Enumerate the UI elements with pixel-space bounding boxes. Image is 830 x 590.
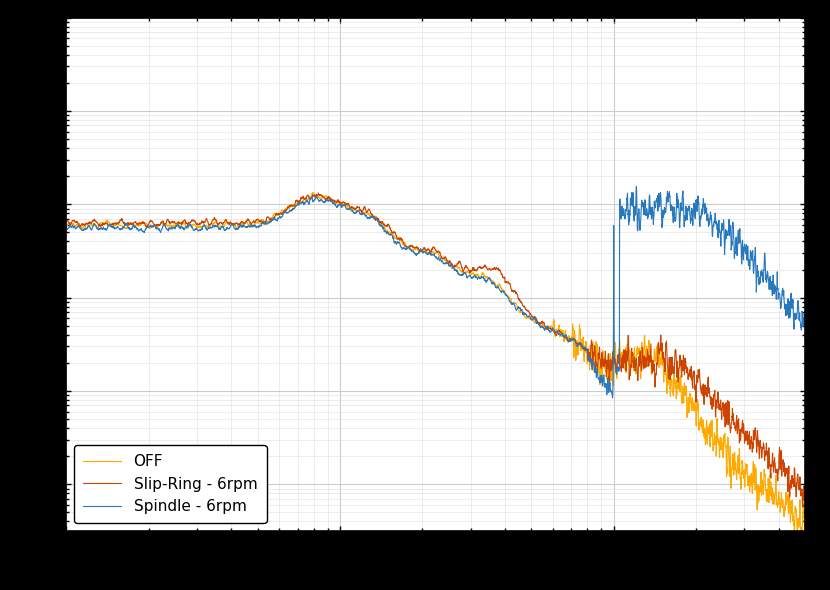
Slip-Ring - 6rpm	[798, 504, 808, 511]
OFF	[800, 513, 810, 520]
Spindle - 6rpm	[632, 183, 642, 190]
Spindle - 6rpm	[706, 215, 716, 222]
Spindle - 6rpm	[786, 290, 796, 297]
Spindle - 6rpm	[800, 323, 810, 330]
OFF	[377, 221, 387, 228]
OFF	[786, 508, 796, 515]
Spindle - 6rpm	[344, 205, 354, 212]
Slip-Ring - 6rpm	[345, 204, 355, 211]
Slip-Ring - 6rpm	[800, 483, 810, 490]
Spindle - 6rpm	[145, 222, 155, 229]
Slip-Ring - 6rpm	[377, 218, 387, 225]
Spindle - 6rpm	[189, 227, 199, 234]
Line: Slip-Ring - 6rpm: Slip-Ring - 6rpm	[66, 193, 805, 507]
Spindle - 6rpm	[608, 394, 618, 401]
Slip-Ring - 6rpm	[145, 217, 155, 224]
OFF	[308, 189, 318, 196]
Line: OFF: OFF	[66, 192, 805, 543]
OFF	[789, 540, 799, 547]
Slip-Ring - 6rpm	[61, 218, 71, 225]
OFF	[706, 433, 716, 440]
OFF	[145, 224, 155, 231]
Spindle - 6rpm	[61, 225, 71, 232]
Line: Spindle - 6rpm: Spindle - 6rpm	[66, 186, 805, 398]
OFF	[61, 222, 71, 229]
Slip-Ring - 6rpm	[314, 189, 324, 196]
OFF	[345, 205, 355, 212]
Slip-Ring - 6rpm	[189, 218, 199, 225]
Slip-Ring - 6rpm	[786, 482, 796, 489]
Legend: OFF, Slip-Ring - 6rpm, Spindle - 6rpm: OFF, Slip-Ring - 6rpm, Spindle - 6rpm	[74, 445, 266, 523]
OFF	[189, 221, 199, 228]
Spindle - 6rpm	[377, 222, 387, 230]
Slip-Ring - 6rpm	[706, 394, 716, 401]
